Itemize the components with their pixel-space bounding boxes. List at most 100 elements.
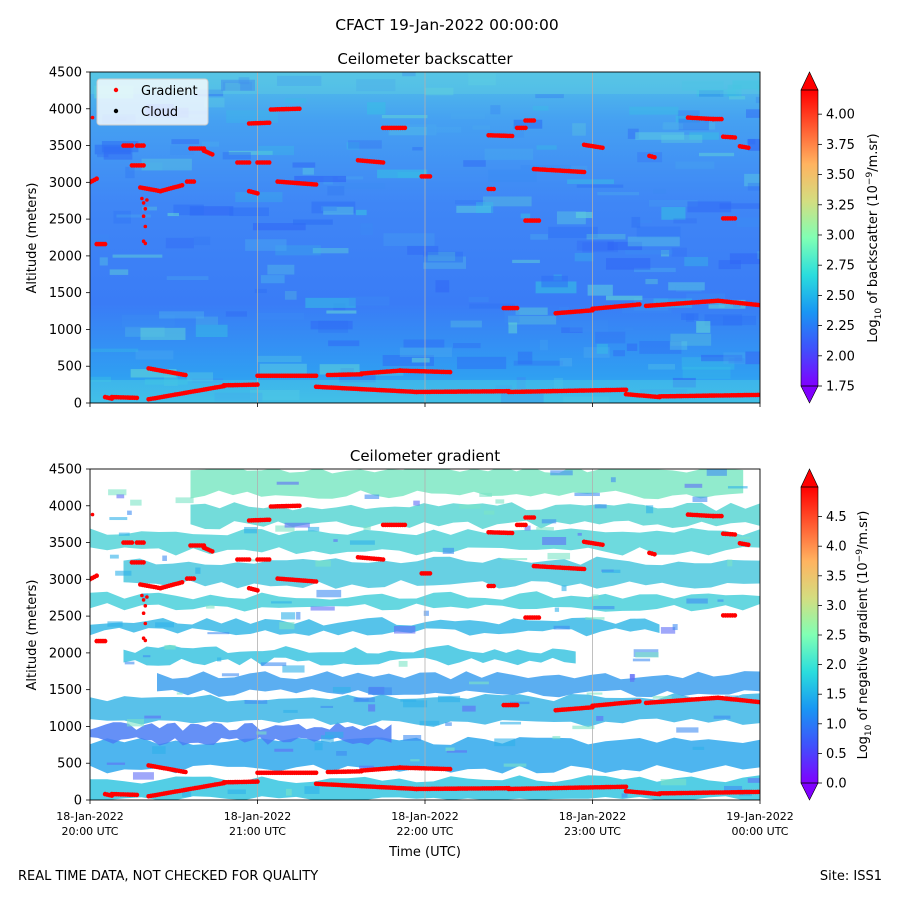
gradient-point bbox=[143, 638, 148, 643]
backscatter-blotch bbox=[513, 360, 564, 366]
backscatter-blotch bbox=[468, 296, 489, 303]
gradient-ylabel: Altitude (meters) bbox=[25, 580, 40, 691]
backscatter-blotch bbox=[305, 297, 356, 308]
backscatter-blotch bbox=[302, 167, 314, 175]
backscatter-blotch bbox=[631, 216, 641, 228]
gradient-point bbox=[141, 163, 146, 168]
backscatter-blotch bbox=[627, 128, 639, 139]
gradient-point bbox=[509, 530, 515, 536]
backscatter-blotch bbox=[756, 84, 760, 91]
gradient-speckle bbox=[494, 738, 516, 747]
backscatter-blotch bbox=[653, 188, 667, 194]
y-tick-label: 4000 bbox=[49, 102, 82, 117]
gradient-speckle bbox=[320, 705, 334, 708]
gradient-speckle bbox=[468, 681, 489, 685]
colorbar-tick-label: 2.50 bbox=[826, 289, 855, 304]
backscatter-blotch bbox=[597, 191, 640, 196]
gradient-speckle bbox=[445, 722, 452, 726]
gradient-speckle bbox=[692, 746, 705, 750]
gradient-point bbox=[191, 179, 197, 184]
gradient-speckle bbox=[106, 762, 126, 765]
gradient-point bbox=[266, 517, 272, 523]
gradient-point bbox=[313, 579, 319, 584]
backscatter-colorbar-gradient bbox=[801, 90, 818, 386]
gradient-speckle bbox=[602, 569, 621, 574]
backscatter-blotch bbox=[536, 145, 557, 150]
colorbar-tick-label: 0.0 bbox=[826, 777, 847, 792]
backscatter-blotch bbox=[226, 110, 279, 124]
gradient-band bbox=[157, 671, 760, 698]
backscatter-blotch bbox=[613, 350, 626, 357]
gradient-speckle bbox=[242, 559, 267, 562]
y-tick-label: 4500 bbox=[49, 463, 82, 478]
backscatter-blotch bbox=[520, 213, 531, 219]
legend-label-gradient: Gradient bbox=[141, 84, 198, 99]
backscatter-blotch bbox=[397, 171, 427, 178]
backscatter-blotch bbox=[348, 140, 382, 149]
backscatter-blotch bbox=[235, 192, 283, 203]
gradient-point bbox=[90, 115, 95, 120]
gradient-speckle bbox=[706, 469, 727, 476]
gradient-point bbox=[297, 503, 302, 509]
gradient-speckle bbox=[393, 625, 416, 634]
x-tick-label-time: 22:00 UTC bbox=[396, 825, 453, 838]
gradient-point bbox=[652, 155, 657, 160]
backscatter-blotch bbox=[661, 123, 684, 130]
gradient-point bbox=[266, 120, 272, 126]
backscatter-blotch bbox=[228, 150, 273, 155]
legend-marker-gradient bbox=[113, 87, 119, 93]
gradient-speckle bbox=[524, 525, 531, 531]
backscatter-blotch bbox=[475, 202, 494, 214]
gradient-speckle bbox=[403, 700, 428, 708]
gradient-speckle bbox=[116, 494, 125, 499]
backscatter-blotch bbox=[513, 119, 543, 129]
gradient-speckle bbox=[217, 657, 222, 662]
backscatter-blotch bbox=[293, 219, 333, 225]
gradient-speckle bbox=[550, 470, 573, 476]
backscatter-blotch bbox=[166, 276, 209, 281]
colorbar-tick-label: 3.00 bbox=[826, 228, 855, 243]
gradient-point bbox=[581, 169, 587, 175]
gradient-speckle bbox=[284, 522, 310, 528]
gradient-point bbox=[143, 621, 148, 626]
gradient-point bbox=[141, 540, 146, 545]
backscatter-blotch bbox=[294, 175, 347, 183]
backscatter-blotch bbox=[455, 200, 486, 205]
colorbar-tick-label: 3.25 bbox=[826, 198, 855, 213]
colorbar-tick-label: 3.0 bbox=[826, 599, 847, 614]
gradient-title: Ceilometer gradient bbox=[350, 447, 500, 465]
figure-title: CFACT 19-Jan-2022 00:00:00 bbox=[335, 16, 559, 34]
backscatter-blotch bbox=[675, 161, 715, 169]
backscatter-blotch bbox=[556, 211, 586, 225]
gradient-speckle bbox=[315, 560, 331, 567]
backscatter-blotch bbox=[689, 132, 719, 140]
gradient-speckle bbox=[325, 731, 344, 738]
backscatter-blotch bbox=[629, 106, 679, 115]
x-tick-label-time: 00:00 UTC bbox=[731, 825, 788, 838]
backscatter-blotch bbox=[668, 282, 705, 291]
backscatter-blotch bbox=[482, 196, 532, 207]
backscatter-blotch bbox=[99, 257, 108, 266]
backscatter-blotch bbox=[225, 311, 247, 317]
backscatter-blotch bbox=[727, 84, 742, 97]
gradient-speckle bbox=[547, 552, 571, 560]
gradient-speckle bbox=[572, 725, 595, 730]
legend-label-cloud: Cloud bbox=[141, 105, 178, 120]
backscatter-blotch bbox=[682, 366, 731, 379]
backscatter-blotch bbox=[635, 132, 685, 140]
gradient-y-axis: 0 500 1000 1500 2000 2500 3000 3500 4000 4500 bbox=[49, 463, 90, 809]
gradient-point bbox=[141, 611, 146, 615]
backscatter-blotch bbox=[254, 288, 267, 294]
colorbar-tick-label: 1.5 bbox=[826, 688, 847, 703]
gradient-point bbox=[179, 580, 185, 585]
colorbar-tick-label: 4.00 bbox=[826, 108, 855, 123]
colorbar-tick-label: 3.5 bbox=[826, 569, 847, 584]
gradient-speckle bbox=[256, 731, 267, 735]
gradient-speckle bbox=[419, 720, 440, 726]
backscatter-blotch bbox=[704, 314, 743, 326]
backscatter-blotch bbox=[189, 206, 234, 216]
backscatter-blotch bbox=[539, 339, 548, 351]
gradient-point bbox=[509, 133, 515, 139]
backscatter-blotch bbox=[135, 350, 174, 360]
gradient-point bbox=[380, 160, 386, 165]
